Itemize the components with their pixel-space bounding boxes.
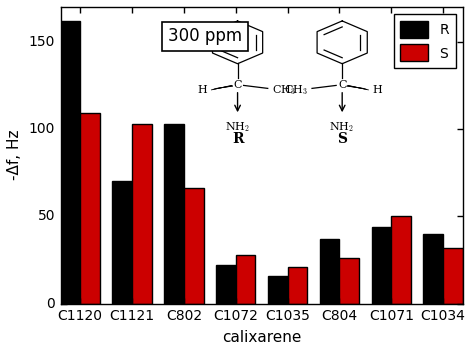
Text: S: S <box>337 132 347 146</box>
Text: H: H <box>373 85 382 95</box>
Bar <box>216 265 236 304</box>
Text: R: R <box>232 132 243 146</box>
Bar <box>372 227 392 304</box>
Text: CH$_3$: CH$_3$ <box>283 83 308 97</box>
Bar <box>423 234 443 304</box>
X-axis label: calixarene: calixarene <box>222 330 301 345</box>
Bar <box>164 124 184 304</box>
Bar <box>61 21 80 304</box>
Text: 300 ppm: 300 ppm <box>168 27 242 45</box>
Bar <box>268 276 288 304</box>
Text: C: C <box>338 80 346 90</box>
Bar <box>80 113 100 304</box>
Bar <box>339 258 359 304</box>
Bar <box>112 182 132 304</box>
Legend: R, S: R, S <box>393 14 456 68</box>
Text: C: C <box>233 80 242 90</box>
Bar <box>132 124 152 304</box>
Text: H: H <box>198 85 208 95</box>
Bar <box>184 188 204 304</box>
Bar <box>288 267 307 304</box>
Bar <box>236 255 255 304</box>
Text: NH$_2$: NH$_2$ <box>225 120 250 134</box>
Bar <box>443 248 463 304</box>
Y-axis label: -Δf, Hz: -Δf, Hz <box>7 130 22 181</box>
Text: NH$_2$: NH$_2$ <box>329 120 355 134</box>
Bar <box>392 216 411 304</box>
Text: CH$_3$: CH$_3$ <box>272 83 296 97</box>
Bar <box>320 239 339 304</box>
